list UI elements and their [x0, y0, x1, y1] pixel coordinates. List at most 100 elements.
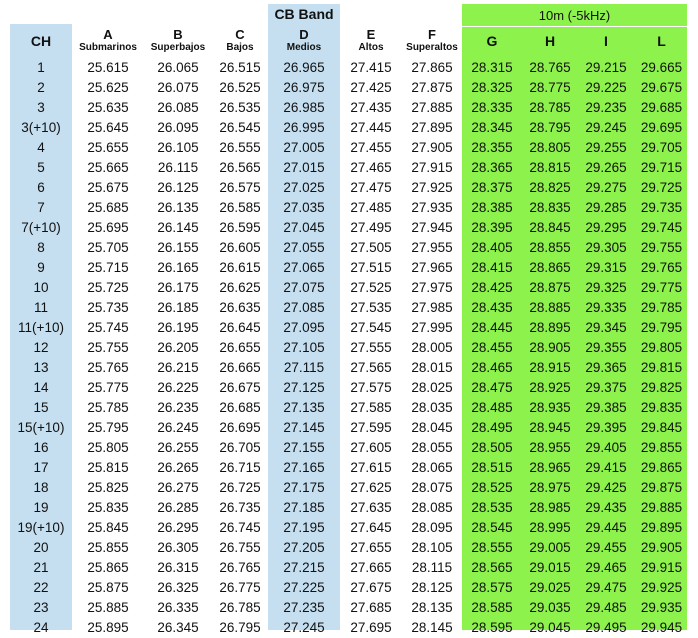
cell-d: 27.105 — [283, 340, 325, 355]
cell-l: 29.825 — [640, 380, 683, 395]
cell-d: 27.045 — [283, 220, 325, 235]
cell-l: 29.785 — [640, 300, 683, 315]
cell-g: 28.515 — [471, 460, 513, 475]
cell-ch: 19 — [33, 500, 49, 515]
cell-g: 28.525 — [471, 480, 513, 495]
table-row: 7 25.685 26.135 26.585 27.035 27.485 27.935 28.… — [10, 198, 689, 218]
ten-meter-band-highlight — [462, 4, 687, 630]
cell-d: 26.995 — [283, 120, 325, 135]
cell-g: 28.355 — [471, 140, 513, 155]
table-row: 13 25.765 26.215 26.665 27.115 27.565 28.015 28… — [10, 358, 689, 378]
cell-h: 28.905 — [529, 340, 571, 355]
cell-f: 27.875 — [411, 80, 453, 95]
cell-ch: 7 — [37, 200, 45, 215]
cell-i: 29.235 — [585, 100, 627, 115]
cell-b: 26.255 — [157, 440, 199, 455]
table-row: 8 25.705 26.155 26.605 27.055 27.505 27.955 28.… — [10, 238, 689, 258]
cell-l: 29.905 — [640, 540, 683, 555]
cell-i: 29.335 — [585, 300, 627, 315]
cell-g: 28.565 — [471, 560, 513, 575]
table-row: 14 25.775 26.225 26.675 27.125 27.575 28.025 28… — [10, 378, 689, 398]
cell-d: 27.165 — [283, 460, 325, 475]
table-row: 24 25.895 26.345 26.795 27.245 27.695 28.145 28… — [10, 618, 689, 638]
cell-f: 28.085 — [411, 500, 453, 515]
cell-g: 28.485 — [471, 400, 513, 415]
cell-ch: 15(+10) — [17, 420, 65, 435]
table-row: 11 25.735 26.185 26.635 27.085 27.535 27.985 28… — [10, 298, 689, 318]
cell-c: 26.545 — [219, 120, 261, 135]
cell-d: 27.125 — [283, 380, 325, 395]
column-name-a: Submarinos — [79, 42, 137, 53]
cell-g: 28.315 — [471, 60, 513, 75]
cell-b: 26.175 — [157, 280, 199, 295]
cell-ch: 11(+10) — [18, 320, 64, 335]
cell-d: 27.225 — [283, 580, 325, 595]
cell-g: 28.585 — [471, 600, 513, 615]
cell-f: 27.955 — [411, 240, 453, 255]
cell-b: 26.135 — [157, 200, 199, 215]
cell-d: 27.185 — [283, 500, 325, 515]
cell-ch: 1 — [37, 60, 45, 75]
cell-i: 29.265 — [585, 160, 627, 175]
header-row: CH A Submarinos B Superbajos C Bajos D Medio… — [10, 24, 689, 58]
column-header-ch: CH — [30, 33, 52, 49]
cell-i: 29.345 — [585, 320, 627, 335]
table-row: 20 25.855 26.305 26.755 27.205 27.655 28.105 28… — [10, 538, 689, 558]
cell-ch: 19(+10) — [17, 520, 65, 535]
cell-l: 29.915 — [640, 560, 683, 575]
cell-d: 27.155 — [283, 440, 325, 455]
column-header-l: L — [657, 33, 666, 49]
cell-b: 26.285 — [157, 500, 199, 515]
column-letter-e: E — [366, 27, 376, 42]
cell-i: 29.395 — [585, 420, 627, 435]
table-row: 15 25.785 26.235 26.685 27.135 27.585 28.035 28… — [10, 398, 689, 418]
cell-d: 27.175 — [283, 480, 325, 495]
cell-f: 27.925 — [411, 180, 453, 195]
cell-d: 27.035 — [283, 200, 325, 215]
cell-i: 29.305 — [585, 240, 627, 255]
cell-c: 26.525 — [219, 80, 261, 95]
cell-l: 29.675 — [640, 80, 683, 95]
cell-c: 26.635 — [219, 300, 261, 315]
column-name-f: Superaltos — [406, 42, 458, 53]
cell-l: 29.735 — [640, 200, 683, 215]
cell-h: 28.885 — [529, 300, 571, 315]
cell-l: 29.685 — [640, 100, 683, 115]
cell-i: 29.485 — [585, 600, 627, 615]
table-row: 19 25.835 26.285 26.735 27.185 27.635 28.085 28… — [10, 498, 689, 518]
cell-ch: 3 — [37, 100, 45, 115]
cell-ch: 24 — [33, 620, 49, 635]
cell-i: 29.325 — [585, 280, 627, 295]
cell-ch: 22 — [33, 580, 49, 595]
cell-h: 28.875 — [529, 280, 571, 295]
cell-h: 28.915 — [529, 360, 571, 375]
cell-a: 25.755 — [87, 340, 129, 355]
table-row: 9 25.715 26.165 26.615 27.065 27.515 27.965 28.… — [10, 258, 689, 278]
cell-e: 27.515 — [350, 260, 392, 275]
cell-a: 25.835 — [87, 500, 129, 515]
cell-h: 28.945 — [529, 420, 571, 435]
cell-f: 27.895 — [411, 120, 453, 135]
cell-l: 29.925 — [640, 580, 683, 595]
cell-e: 27.425 — [350, 80, 392, 95]
cell-l: 29.745 — [640, 220, 683, 235]
cell-e: 27.605 — [350, 440, 392, 455]
cell-d: 27.135 — [283, 400, 325, 415]
cell-e: 27.445 — [350, 120, 392, 135]
cell-a: 25.625 — [87, 80, 129, 95]
cell-e: 27.615 — [350, 460, 392, 475]
cell-l: 29.695 — [640, 120, 683, 135]
ch-column-highlight — [10, 24, 72, 630]
cell-e: 27.645 — [350, 520, 392, 535]
cell-i: 29.405 — [585, 440, 627, 455]
cell-h: 29.045 — [529, 620, 571, 635]
cell-e: 27.585 — [350, 400, 392, 415]
column-header-e: E Altos — [340, 24, 402, 58]
cell-a: 25.865 — [87, 560, 129, 575]
cell-l: 29.815 — [640, 360, 683, 375]
cell-l: 29.865 — [640, 460, 683, 475]
cell-b: 26.165 — [157, 260, 199, 275]
cell-i: 29.365 — [585, 360, 627, 375]
cell-h: 28.765 — [529, 60, 571, 75]
cell-b: 26.295 — [157, 520, 199, 535]
